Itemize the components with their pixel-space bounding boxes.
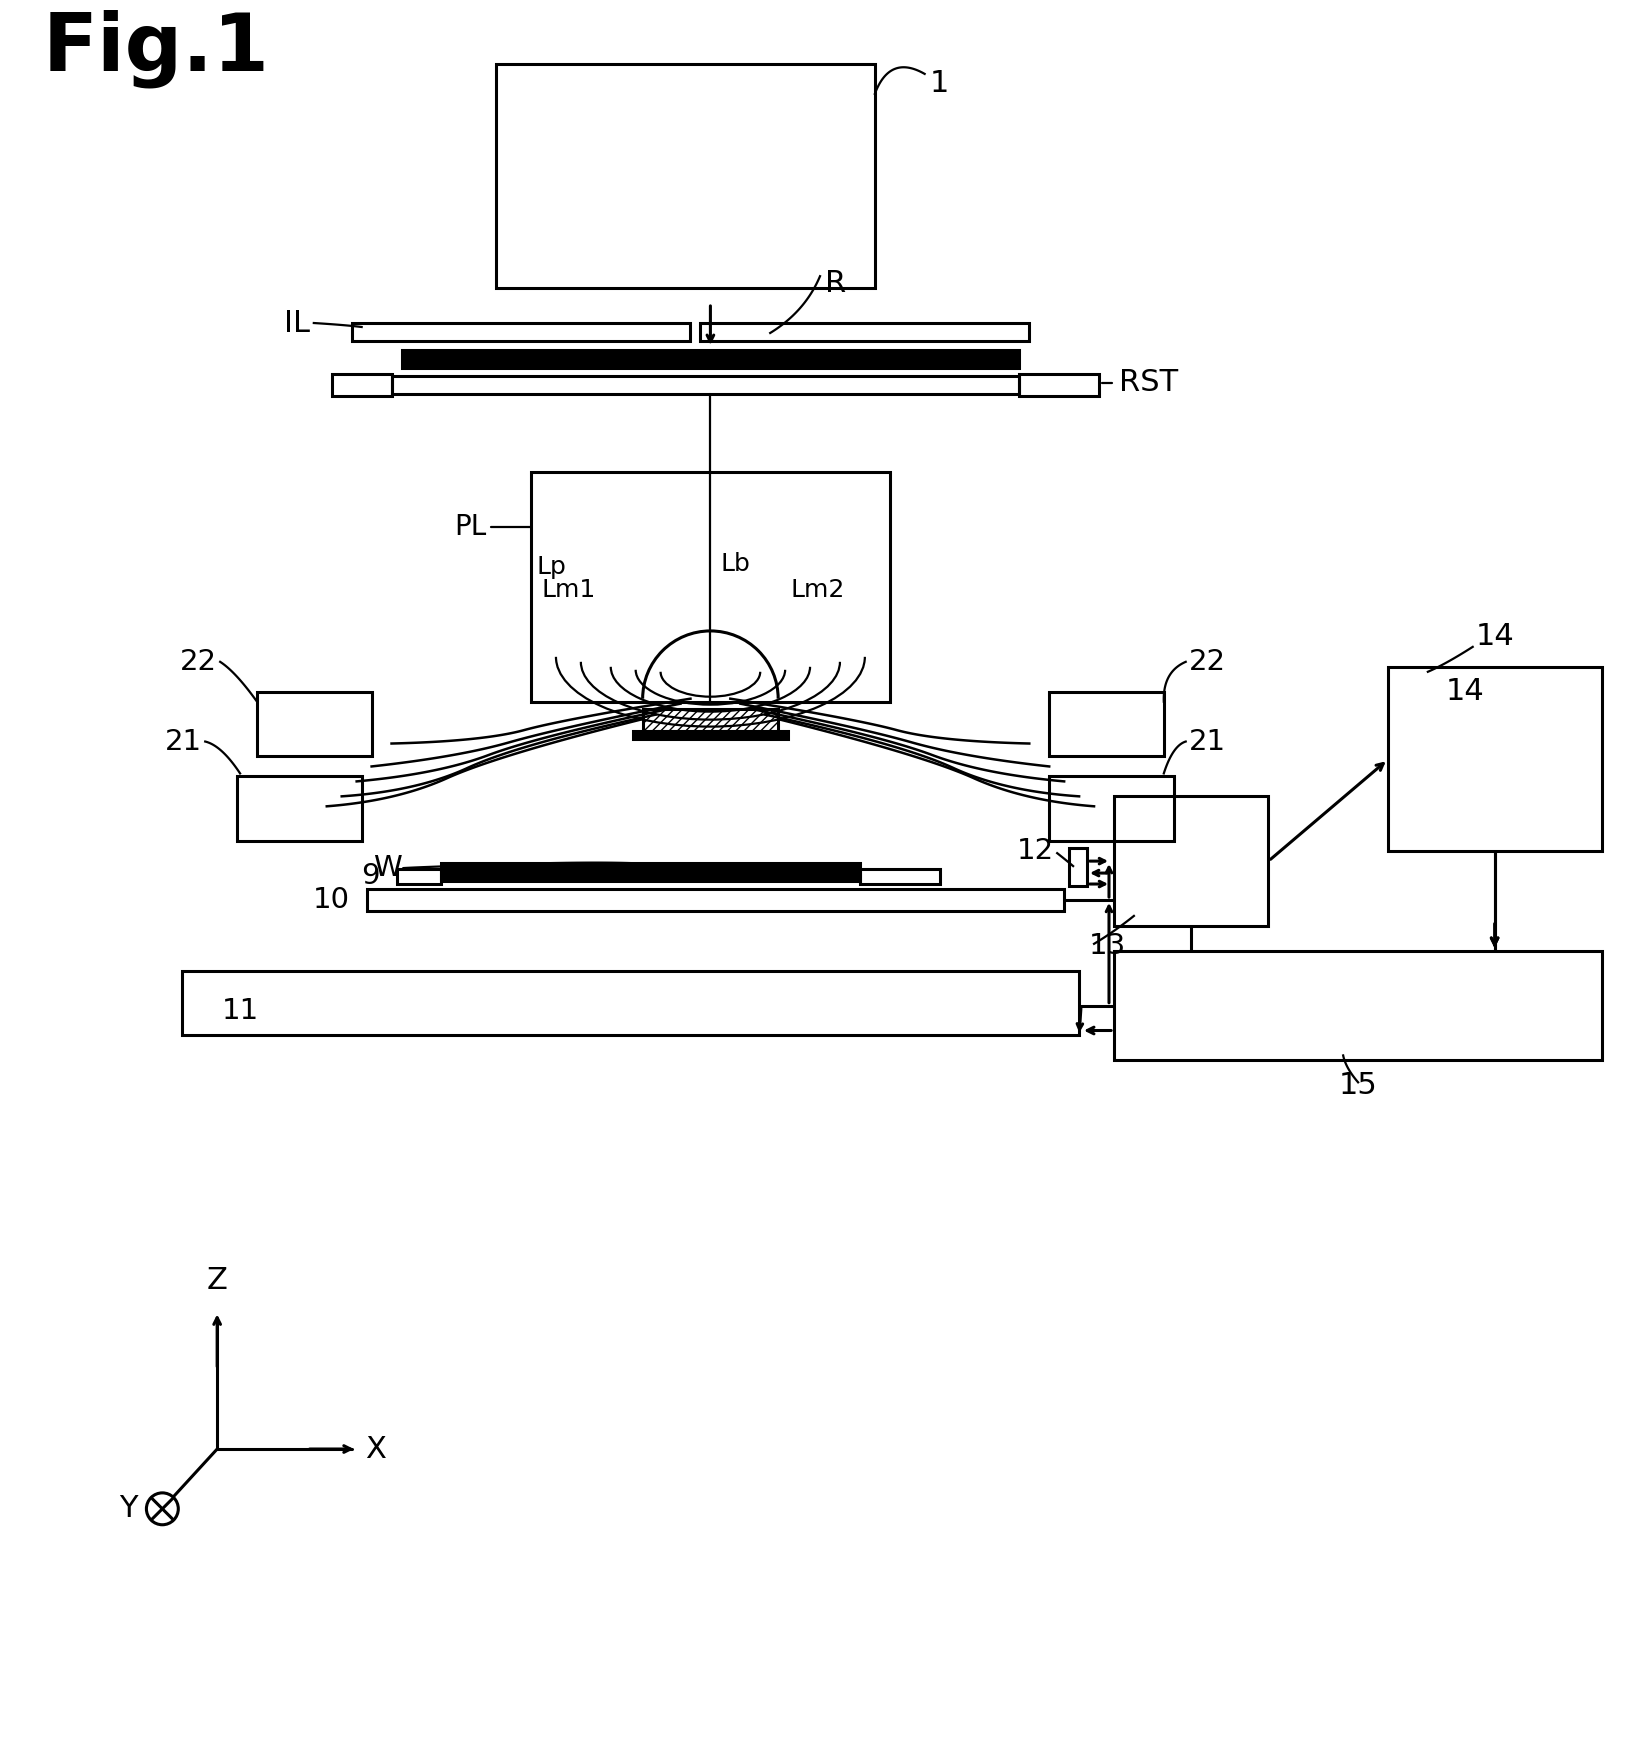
Text: Y: Y <box>119 1495 137 1522</box>
Text: PL: PL <box>454 513 485 541</box>
Text: 10: 10 <box>312 886 350 914</box>
Text: 14: 14 <box>1445 678 1484 706</box>
Text: 12: 12 <box>1017 838 1055 866</box>
Bar <box>182 972 1080 1036</box>
Bar <box>700 323 1029 341</box>
Bar <box>1048 777 1174 841</box>
Text: Lm2: Lm2 <box>791 579 845 601</box>
Bar <box>367 890 1065 911</box>
Text: Lp: Lp <box>537 554 566 579</box>
Text: Z: Z <box>206 1265 228 1295</box>
Text: X: X <box>365 1434 386 1463</box>
Text: 22: 22 <box>180 648 218 676</box>
Bar <box>441 864 860 881</box>
Bar <box>352 323 690 341</box>
Bar <box>642 709 778 730</box>
Bar <box>401 349 1019 368</box>
Text: RST: RST <box>1119 368 1179 398</box>
Bar <box>632 730 788 739</box>
Bar <box>860 869 939 885</box>
Bar <box>1114 951 1601 1060</box>
Text: 15: 15 <box>1339 1071 1377 1100</box>
Text: R: R <box>826 269 847 297</box>
Text: 9: 9 <box>362 862 380 890</box>
Text: 11: 11 <box>223 996 259 1025</box>
Circle shape <box>147 1493 178 1524</box>
Bar <box>497 64 875 289</box>
Text: Lb: Lb <box>720 553 750 577</box>
Text: W: W <box>373 853 401 883</box>
Bar <box>258 692 371 756</box>
Text: 22: 22 <box>1189 648 1225 676</box>
Bar <box>396 869 441 885</box>
Bar <box>1388 667 1601 852</box>
Text: 13: 13 <box>1090 932 1126 959</box>
Text: Fig.1: Fig.1 <box>43 10 269 89</box>
Text: IL: IL <box>284 309 310 337</box>
Text: 14: 14 <box>1476 622 1514 652</box>
Bar <box>1114 796 1268 926</box>
Text: Lm1: Lm1 <box>542 579 596 601</box>
Bar <box>532 473 890 702</box>
Bar <box>391 375 1019 395</box>
Text: 21: 21 <box>165 728 201 756</box>
Bar <box>1048 692 1164 756</box>
Text: 21: 21 <box>1189 728 1225 756</box>
Bar <box>238 777 362 841</box>
Bar <box>332 374 391 396</box>
Bar <box>1070 848 1086 886</box>
Bar <box>1019 374 1100 396</box>
Text: 1: 1 <box>930 70 949 99</box>
